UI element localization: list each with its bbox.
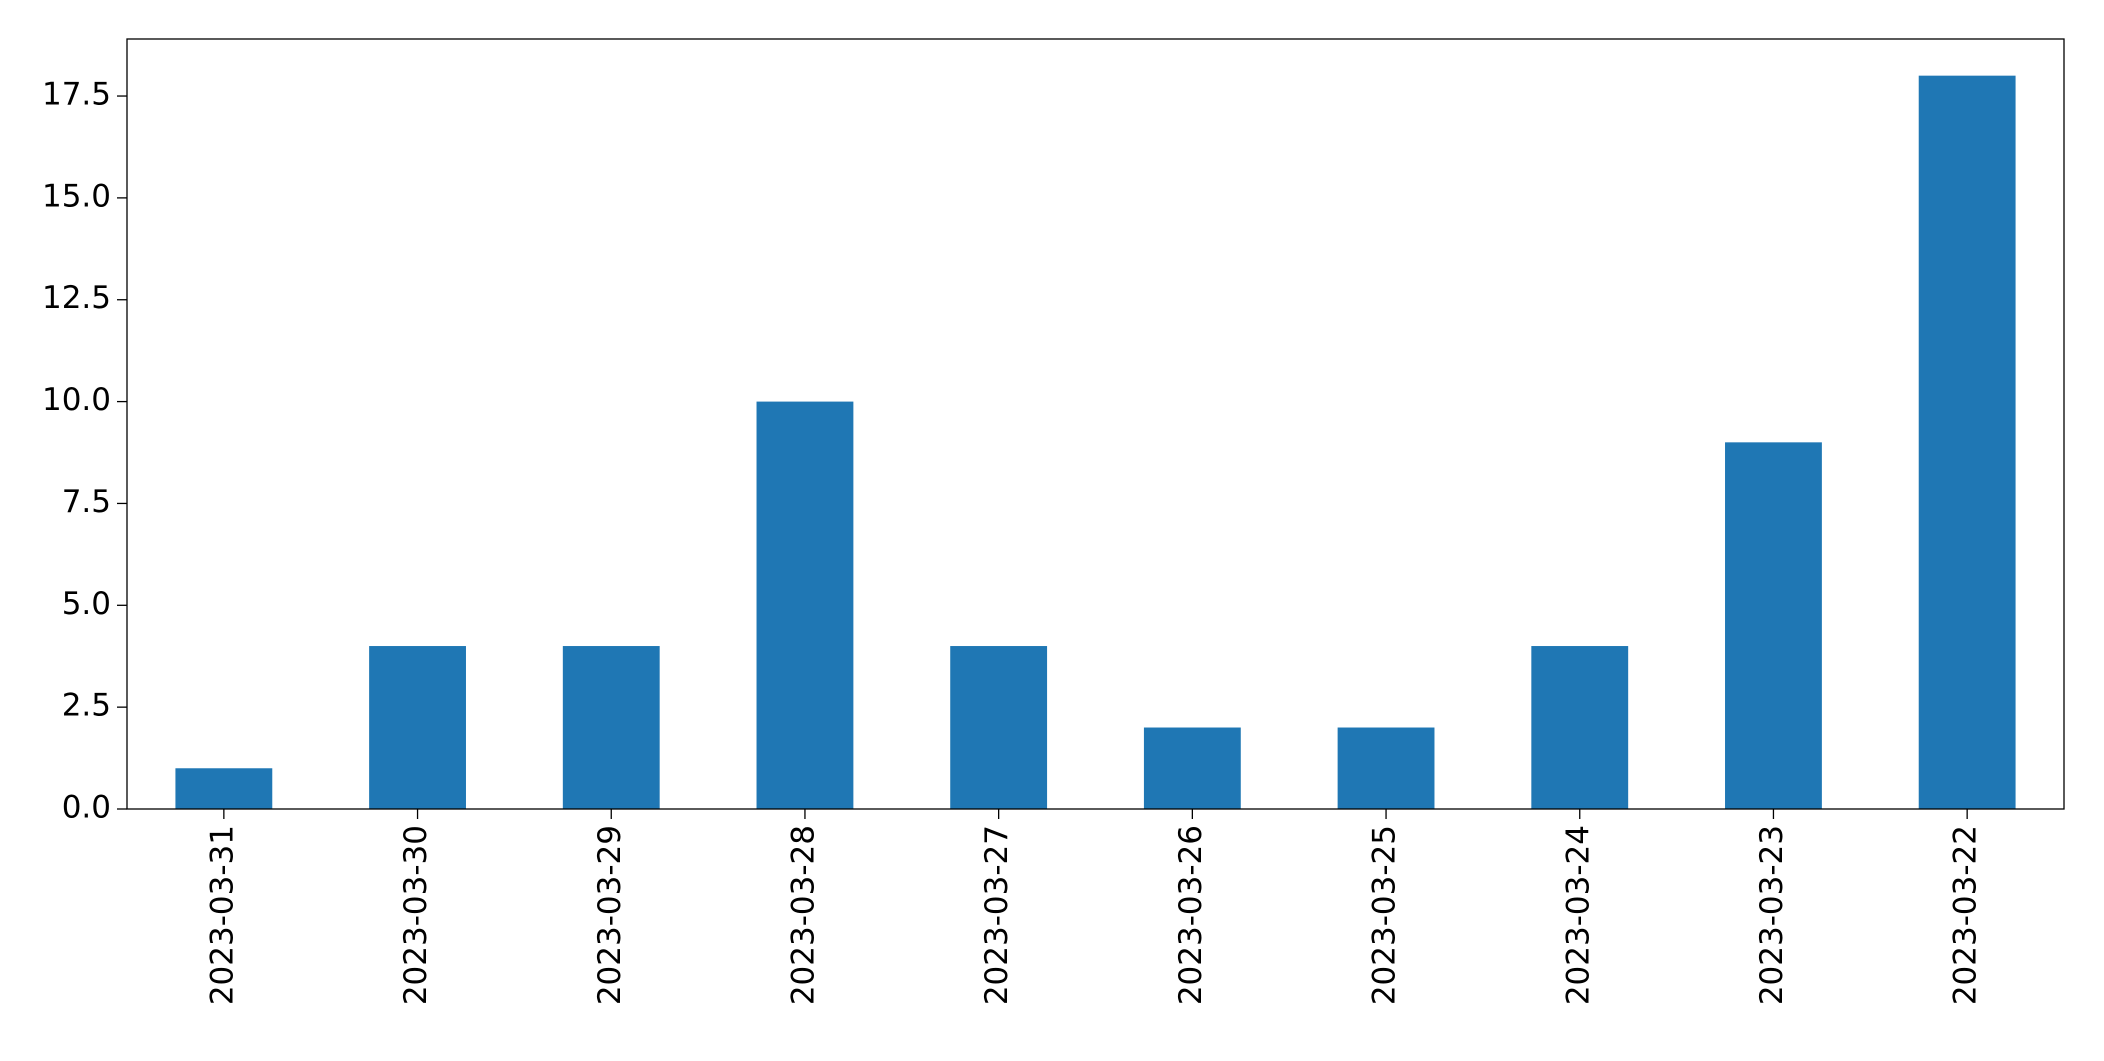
x-tick-label: 2023-03-23 — [1754, 825, 1790, 1005]
bar — [369, 646, 466, 809]
y-tick-label: 15.0 — [42, 178, 111, 214]
x-tick-label: 2023-03-24 — [1560, 825, 1596, 1005]
x-tick-label: 2023-03-29 — [592, 825, 628, 1005]
bar — [756, 401, 854, 809]
x-tick-label: 2023-03-27 — [979, 825, 1015, 1005]
bar — [175, 768, 273, 809]
plot-frame — [126, 38, 2065, 810]
bar — [1337, 727, 1435, 809]
bar — [562, 646, 660, 809]
bar — [1918, 75, 2016, 809]
y-tick-label: 5.0 — [62, 586, 111, 622]
x-tick-label: 2023-03-22 — [1948, 825, 1984, 1005]
y-tick-label: 10.0 — [42, 382, 111, 418]
y-tick-label: 12.5 — [42, 280, 111, 316]
x-tick-label: 2023-03-28 — [785, 825, 821, 1005]
bar — [1531, 646, 1629, 809]
y-tick-label: 7.5 — [62, 484, 111, 520]
y-tick-label: 17.5 — [42, 77, 111, 113]
x-tick-label: 2023-03-25 — [1367, 825, 1403, 1005]
y-tick-label: 2.5 — [62, 688, 111, 724]
x-tick-label: 2023-03-31 — [204, 825, 240, 1005]
x-tick-label: 2023-03-26 — [1173, 825, 1209, 1005]
bar — [1725, 442, 1822, 809]
bar — [950, 646, 1048, 809]
y-tick-label: 0.0 — [62, 790, 111, 826]
x-tick-label: 2023-03-30 — [398, 825, 434, 1005]
bar — [1143, 727, 1241, 809]
